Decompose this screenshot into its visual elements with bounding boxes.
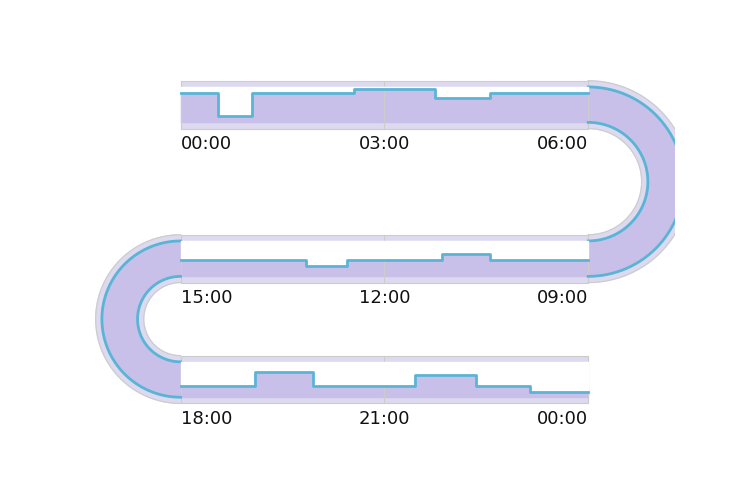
Polygon shape [96,235,181,404]
Polygon shape [102,241,181,398]
Text: 12:00: 12:00 [358,290,410,308]
Bar [181,87,588,122]
Polygon shape [588,87,683,276]
Text: 03:00: 03:00 [358,136,410,154]
Bar [181,362,588,398]
Text: 15:00: 15:00 [181,290,232,308]
Text: 00:00: 00:00 [181,136,232,154]
Bar [181,81,588,128]
Text: 00:00: 00:00 [537,410,588,428]
Polygon shape [588,81,690,282]
Text: 06:00: 06:00 [537,136,588,154]
Bar [181,356,588,404]
Text: 09:00: 09:00 [537,290,588,308]
Bar [181,241,588,276]
Text: 18:00: 18:00 [181,410,232,428]
Bar [181,235,588,282]
Text: 21:00: 21:00 [358,410,410,428]
